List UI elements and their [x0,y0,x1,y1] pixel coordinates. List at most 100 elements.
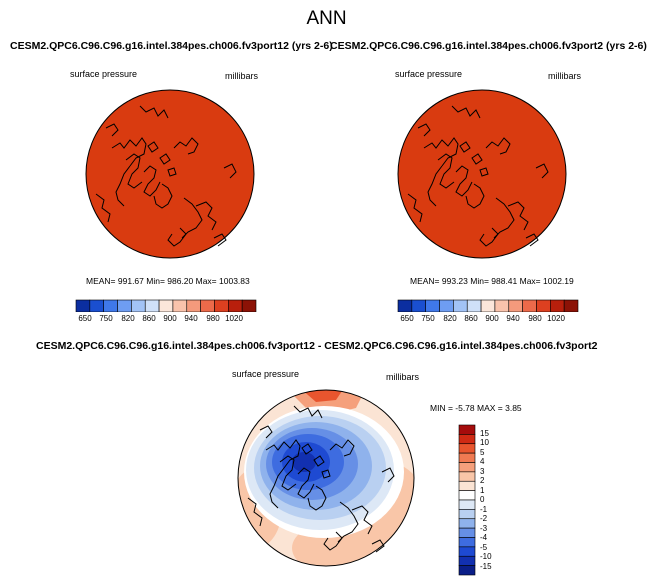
panel2-colorbar-label: 900 [485,314,499,323]
colorbar-swatch [186,299,201,312]
panel1-colorbar-swatches [75,299,257,312]
diff-colorbar-label: 5 [480,448,485,457]
panel2-colorbar-labels: 650 750 820 860 900 940 980 1020 [396,314,580,326]
colorbar-swatch [458,509,476,520]
diff-units-label: millibars [386,372,420,382]
colorbar-swatch [411,299,426,312]
colorbar-swatch [458,490,476,501]
colorbar-swatch [458,546,476,557]
diff-colorbar-label: -5 [480,543,488,552]
colorbar-swatch [458,480,476,491]
colorbar-swatch [458,518,476,529]
panel2-variable-label: surface pressure [395,69,463,79]
panel1-colorbar-label: 750 [99,314,113,323]
colorbar-swatch [425,299,440,312]
colorbar-swatch [453,299,468,312]
panel1-colorbar-label: 650 [78,314,92,323]
diff-colorbar-label: -3 [480,524,488,533]
colorbar-swatch [131,299,146,312]
diff-colorbar-label: 15 [480,429,489,438]
panel1-colorbar-label: 820 [121,314,135,323]
page-title: ANN [306,8,347,29]
panel2-colorbar-label: 940 [506,314,520,323]
panel1-stats: MEAN= 991.67 Min= 986.20 Max= 1003.83 [86,276,250,286]
diff-colorbar-label: -2 [480,514,488,523]
panel2-map-fill [397,89,567,259]
panel2-stats: MEAN= 993.23 Min= 988.41 Max= 1002.19 [410,276,574,286]
diff-colorbar-label: 2 [480,476,485,485]
colorbar-swatch [214,299,229,312]
diff-case-title: CESM2.QPC6.C96.C96.g16.intel.384pes.ch00… [36,340,598,352]
colorbar-swatch [458,462,476,473]
panel1-colorbar-label: 1020 [225,314,243,323]
colorbar-swatch [144,299,160,312]
panel2-case-title: CESM2.QPC6.C96.C96.g16.intel.384pes.ch00… [330,40,647,52]
panel1-map-fill [85,89,255,259]
diff-colorbar-label: 4 [480,457,485,466]
panel2-colorbar-label: 650 [400,314,414,323]
diff-contour-fills [238,390,414,566]
colorbar-swatch [458,499,476,510]
diff-colorbar-label: 1 [480,486,485,495]
colorbar-swatch [494,299,510,312]
diff-polar-map [237,389,415,567]
diff-colorbar-labels: 15 10 5 4 3 2 1 0 -1 -2 -3 -4 -5 -10 -15 [480,424,510,576]
panel1-colorbar-label: 900 [163,314,177,323]
diff-variable-label: surface pressure [232,369,300,379]
diff-colorbar-label: -10 [480,552,492,561]
diff-colorbar-label: -1 [480,505,488,514]
diff-colorbar-label: -4 [480,533,488,542]
panel2-colorbar-label: 820 [443,314,457,323]
panel2-polar-map [397,89,567,259]
panel1-case-title: CESM2.QPC6.C96.C96.g16.intel.384pes.ch00… [10,40,333,52]
panel1-colorbar-label: 860 [142,314,156,323]
panel2-units-label: millibars [548,71,582,81]
colorbar-swatch [200,299,215,312]
panel1-units-label: millibars [225,71,259,81]
colorbar-swatch [158,299,174,312]
colorbar-swatch [397,299,413,312]
panel1-colorbar [75,299,257,312]
panel1-colorbar-label: 980 [206,314,220,323]
diff-colorbar [458,424,476,576]
colorbar-swatch [458,555,476,566]
colorbar-swatch [458,434,476,445]
colorbar-swatch [550,299,565,312]
colorbar-swatch [458,452,476,463]
colorbar-swatch [563,299,579,312]
panel2-colorbar-label: 860 [464,314,478,323]
colorbar-swatch [508,299,523,312]
panel2-colorbar-label: 750 [421,314,435,323]
colorbar-swatch [117,299,132,312]
colorbar-swatch [439,299,454,312]
diff-colorbar-label: 10 [480,438,489,447]
diff-colorbar-label: 0 [480,495,485,504]
panel1-polar-map [85,89,255,259]
colorbar-swatch [522,299,537,312]
colorbar-swatch [458,471,476,482]
colorbar-swatch [466,299,482,312]
diff-colorbar-swatches [458,424,476,576]
diff-colorbar-label: 3 [480,467,485,476]
panel2-coastlines [407,105,549,247]
colorbar-swatch [103,299,118,312]
colorbar-swatch [458,537,476,548]
panel2-colorbar-label: 980 [528,314,542,323]
colorbar-swatch [172,299,188,312]
panel1-variable-label: surface pressure [70,69,138,79]
panel2-colorbar-swatches [397,299,579,312]
colorbar-swatch [228,299,243,312]
colorbar-swatch [458,443,476,454]
diff-coastlines [247,405,395,553]
panel2-colorbar-label: 1020 [547,314,565,323]
colorbar-swatch [241,299,257,312]
panel2-colorbar [397,299,579,312]
colorbar-swatch [75,299,91,312]
colorbar-swatch [480,299,496,312]
panel1-coastlines [95,105,237,247]
colorbar-swatch [536,299,551,312]
panel1-colorbar-label: 940 [184,314,198,323]
colorbar-swatch [458,527,476,538]
panel1-colorbar-labels: 650 750 820 860 900 940 980 1020 [74,314,258,326]
colorbar-swatch [458,565,476,576]
